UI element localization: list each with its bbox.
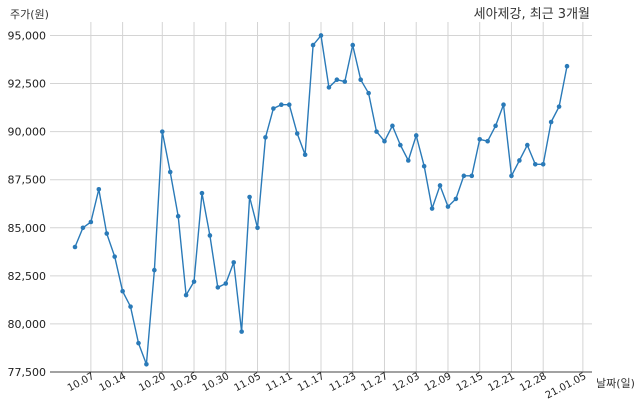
data-point bbox=[493, 123, 498, 129]
y-tick-labels: 77,500 80,000 82,500 85,000 87,500 90,000 92,5… bbox=[8, 29, 47, 379]
data-point bbox=[183, 292, 189, 298]
data-point bbox=[477, 137, 483, 142]
data-point bbox=[302, 152, 308, 157]
chart-title: 세아제강, 최근 3개월 bbox=[474, 7, 590, 22]
data-point bbox=[279, 102, 284, 107]
x-tick-label: 12.15 bbox=[455, 371, 485, 394]
x-tick-label: 12.09 bbox=[423, 371, 453, 394]
data-point bbox=[231, 260, 237, 265]
data-point bbox=[152, 267, 157, 273]
data-point bbox=[136, 340, 141, 346]
y-tick-label: 90,000 bbox=[8, 126, 47, 139]
data-point bbox=[334, 77, 340, 82]
data-point bbox=[326, 85, 332, 90]
data-point bbox=[239, 329, 244, 334]
data-point bbox=[263, 135, 268, 140]
data-point bbox=[271, 106, 276, 111]
y-tick-label: 92,500 bbox=[8, 78, 47, 91]
data-point bbox=[88, 219, 94, 225]
x-tick-label: 12.21 bbox=[486, 371, 516, 394]
data-point bbox=[532, 162, 538, 167]
data-point bbox=[413, 133, 419, 138]
x-tick-label: 11.23 bbox=[328, 371, 358, 394]
data-point bbox=[247, 194, 252, 200]
data-point bbox=[374, 129, 379, 134]
data-point bbox=[564, 63, 570, 69]
y-tick-label: 77,500 bbox=[8, 366, 47, 379]
data-point bbox=[548, 119, 554, 125]
data-point bbox=[485, 138, 490, 144]
data-point bbox=[294, 131, 300, 136]
data-point bbox=[509, 173, 514, 179]
data-point bbox=[437, 183, 443, 188]
x-tick-label: 10.30 bbox=[201, 371, 231, 394]
data-point bbox=[525, 142, 530, 148]
x-tick-label: 10.26 bbox=[169, 371, 199, 394]
y-tick-label: 87,500 bbox=[8, 174, 47, 187]
x-tick-label: 11.27 bbox=[359, 371, 389, 394]
x-tick-label: 11.05 bbox=[232, 371, 262, 394]
data-point bbox=[199, 190, 205, 196]
data-point bbox=[215, 285, 221, 290]
data-point bbox=[405, 158, 411, 163]
data-point bbox=[255, 225, 260, 231]
y-tick-label: 82,500 bbox=[8, 270, 47, 283]
data-point bbox=[144, 362, 149, 367]
data-point bbox=[175, 213, 181, 219]
data-point bbox=[469, 173, 475, 179]
data-point bbox=[350, 42, 356, 48]
x-tick-label: 10.14 bbox=[98, 371, 128, 394]
data-point bbox=[80, 225, 86, 231]
data-point bbox=[517, 158, 522, 163]
data-point bbox=[159, 129, 165, 134]
data-point bbox=[366, 90, 371, 96]
y-tick-label: 85,000 bbox=[8, 222, 47, 235]
data-point bbox=[167, 169, 173, 175]
data-point bbox=[382, 138, 387, 144]
data-point bbox=[318, 33, 324, 38]
data-point bbox=[453, 196, 459, 202]
data-point bbox=[128, 304, 133, 309]
data-point bbox=[390, 123, 395, 129]
data-point bbox=[358, 77, 363, 82]
data-point bbox=[556, 104, 562, 109]
data-point bbox=[191, 279, 197, 284]
x-tick-label: 11.17 bbox=[296, 371, 326, 394]
data-point bbox=[112, 254, 117, 259]
data-point bbox=[461, 173, 467, 179]
data-point bbox=[501, 102, 506, 107]
data-point bbox=[540, 162, 546, 167]
data-point bbox=[223, 281, 229, 286]
grid-lines bbox=[50, 22, 592, 372]
data-point bbox=[72, 244, 78, 250]
data-point bbox=[104, 231, 110, 236]
x-tick-label: 11.11 bbox=[264, 371, 294, 394]
x-tick-labels: 10.07 10.14 10.20 10.26 10.30 11.05 11.11 11.17… bbox=[66, 371, 588, 402]
data-point bbox=[429, 206, 435, 211]
data-point bbox=[398, 142, 403, 148]
x-tick-label: 21.01.05 bbox=[544, 371, 588, 402]
data-point bbox=[445, 204, 451, 209]
y-tick-label: 80,000 bbox=[8, 318, 47, 331]
x-tick-label: 10.20 bbox=[137, 371, 167, 394]
data-point bbox=[310, 42, 316, 48]
data-point bbox=[120, 288, 125, 294]
y-axis-label: 주가(원) bbox=[10, 8, 49, 21]
data-point bbox=[342, 79, 348, 84]
data-point bbox=[421, 163, 427, 169]
price-series bbox=[72, 33, 570, 367]
x-axis-label: 날짜(일) bbox=[596, 376, 635, 390]
data-point bbox=[286, 102, 292, 107]
x-tick-label: 10.07 bbox=[66, 371, 96, 394]
data-point bbox=[207, 233, 213, 238]
x-tick-label: 12.03 bbox=[391, 371, 421, 394]
data-point bbox=[96, 187, 102, 192]
y-tick-label: 95,000 bbox=[8, 29, 47, 42]
